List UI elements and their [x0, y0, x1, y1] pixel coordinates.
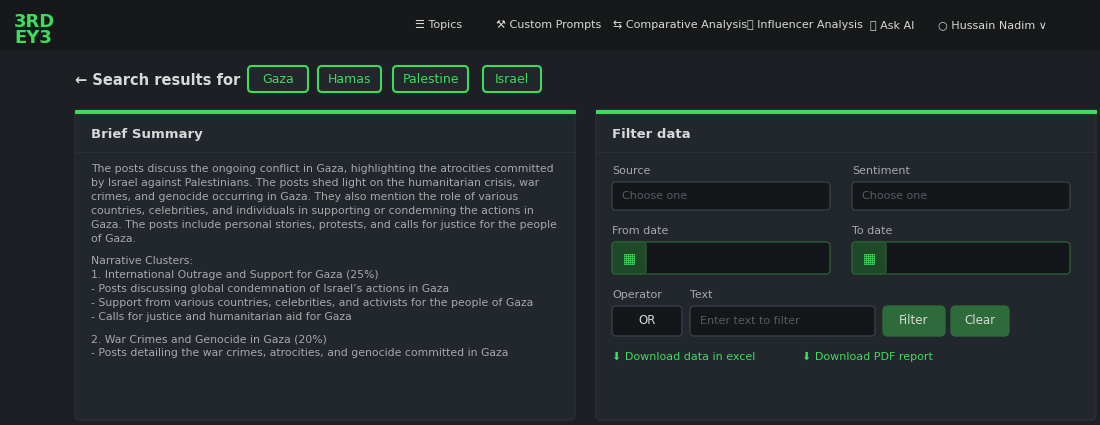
FancyBboxPatch shape: [612, 306, 682, 336]
Text: Brief Summary: Brief Summary: [91, 128, 202, 141]
FancyBboxPatch shape: [883, 306, 945, 336]
Text: To date: To date: [852, 226, 892, 236]
Bar: [596, 110, 1096, 113]
Text: 1. International Outrage and Support for Gaza (25%): 1. International Outrage and Support for…: [91, 270, 378, 280]
Text: Palestine: Palestine: [403, 73, 459, 85]
Text: ☰ Topics: ☰ Topics: [415, 20, 462, 30]
Text: Text: Text: [690, 290, 713, 300]
FancyBboxPatch shape: [596, 110, 1096, 420]
Text: by Israel against Palestinians. The posts shed light on the humanitarian crisis,: by Israel against Palestinians. The post…: [91, 178, 539, 188]
Text: Source: Source: [612, 166, 650, 176]
Bar: [0, 0, 1100, 50]
FancyBboxPatch shape: [612, 242, 646, 274]
Text: - Posts discussing global condemnation of Israel’s actions in Gaza: - Posts discussing global condemnation o…: [91, 284, 449, 294]
Text: Sentiment: Sentiment: [852, 166, 910, 176]
Text: Narrative Clusters:: Narrative Clusters:: [91, 256, 192, 266]
Bar: [75, 110, 575, 113]
Text: crimes, and genocide occurring in Gaza. They also mention the role of various: crimes, and genocide occurring in Gaza. …: [91, 192, 518, 202]
Text: ⬇ Download data in excel: ⬇ Download data in excel: [612, 352, 756, 362]
FancyBboxPatch shape: [852, 182, 1070, 210]
Text: ← Search results for: ← Search results for: [75, 73, 240, 88]
FancyBboxPatch shape: [393, 66, 468, 92]
FancyBboxPatch shape: [248, 66, 308, 92]
Text: From date: From date: [612, 226, 669, 236]
Text: Choose one: Choose one: [621, 191, 688, 201]
Text: Filter: Filter: [900, 314, 928, 328]
Text: countries, celebrities, and individuals in supporting or condemning the actions : countries, celebrities, and individuals …: [91, 206, 534, 216]
Text: ▦: ▦: [623, 251, 636, 265]
Text: ○ Hussain Nadim ∨: ○ Hussain Nadim ∨: [938, 20, 1047, 30]
Text: 2. War Crimes and Genocide in Gaza (20%): 2. War Crimes and Genocide in Gaza (20%): [91, 334, 327, 344]
FancyBboxPatch shape: [612, 242, 830, 274]
Text: Filter data: Filter data: [612, 128, 691, 141]
Text: OR: OR: [638, 314, 656, 328]
Text: - Posts detailing the war crimes, atrocities, and genocide committed in Gaza: - Posts detailing the war crimes, atroci…: [91, 348, 508, 358]
Text: Israel: Israel: [495, 73, 529, 85]
Text: 👥 Influencer Analysis: 👥 Influencer Analysis: [747, 20, 862, 30]
FancyBboxPatch shape: [952, 306, 1009, 336]
Text: EY3: EY3: [14, 29, 52, 47]
Text: The posts discuss the ongoing conflict in Gaza, highlighting the atrocities comm: The posts discuss the ongoing conflict i…: [91, 164, 553, 174]
FancyBboxPatch shape: [612, 182, 830, 210]
FancyBboxPatch shape: [690, 306, 875, 336]
Text: Enter text to filter: Enter text to filter: [700, 316, 800, 326]
Text: ▦: ▦: [862, 251, 876, 265]
FancyBboxPatch shape: [852, 242, 1070, 274]
Text: Gaza: Gaza: [262, 73, 294, 85]
Text: Gaza. The posts include personal stories, protests, and calls for justice for th: Gaza. The posts include personal stories…: [91, 220, 557, 230]
Text: Clear: Clear: [965, 314, 996, 328]
Text: of Gaza.: of Gaza.: [91, 234, 136, 244]
FancyBboxPatch shape: [318, 66, 381, 92]
Text: Hamas: Hamas: [328, 73, 372, 85]
Text: - Calls for justice and humanitarian aid for Gaza: - Calls for justice and humanitarian aid…: [91, 312, 352, 322]
Text: 💬 Ask AI: 💬 Ask AI: [870, 20, 914, 30]
FancyBboxPatch shape: [483, 66, 541, 92]
FancyBboxPatch shape: [852, 242, 886, 274]
Bar: [0, 60, 1100, 100]
Text: 3RD: 3RD: [14, 13, 55, 31]
Text: - Support from various countries, celebrities, and activists for the people of G: - Support from various countries, celebr…: [91, 298, 534, 308]
FancyBboxPatch shape: [75, 110, 575, 420]
Text: Choose one: Choose one: [862, 191, 927, 201]
Text: Operator: Operator: [612, 290, 662, 300]
Text: ⇆ Comparative Analysis: ⇆ Comparative Analysis: [613, 20, 747, 30]
Text: ⚒ Custom Prompts: ⚒ Custom Prompts: [496, 20, 602, 30]
Text: ⬇ Download PDF report: ⬇ Download PDF report: [802, 352, 933, 362]
